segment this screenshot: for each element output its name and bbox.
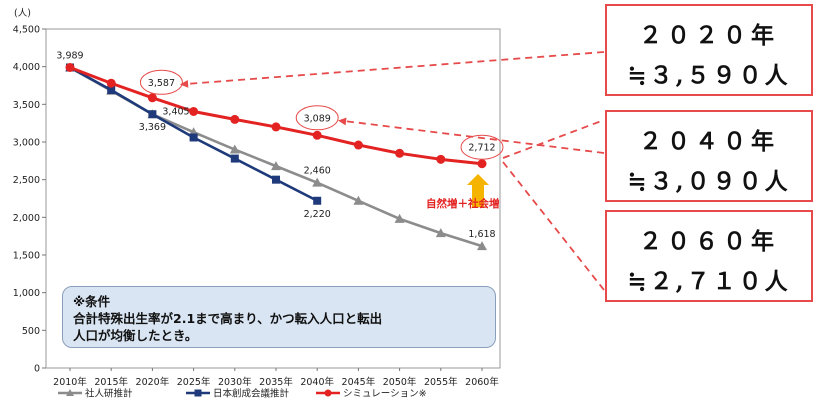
y-tick-label: 2,000 (13, 213, 40, 224)
callout-2040-year: ２０４０年 (639, 128, 779, 155)
x-tick-label: 2060年 (465, 376, 499, 388)
series-2-marker (189, 133, 198, 142)
series-line-3 (69, 66, 483, 166)
data-label: 2,712 (468, 143, 495, 154)
callout-2020: ２０２０年 ≒３,５９０人 (605, 4, 813, 96)
x-tick-label: 2010年 (53, 376, 87, 388)
x-tick-label: 2025年 (177, 376, 211, 388)
highlight-circle (295, 105, 339, 131)
series-3-marker (189, 106, 199, 116)
highlight-circle (139, 69, 183, 95)
series-3-marker (312, 130, 322, 140)
callout-2060: ２０６０年 ≒２,７１０人 (605, 210, 813, 302)
series-1-marker (271, 161, 281, 171)
y-tick-label: 4,000 (13, 62, 40, 73)
arrow-2060-line-b (502, 161, 605, 291)
legend-label-2: 日本創成会議推計 (213, 388, 290, 400)
callout-2060-value: ≒２,７１０人 (627, 268, 791, 295)
y-unit-label: (人) (14, 8, 31, 19)
y-tick-label: 1,500 (13, 251, 40, 262)
series-1-marker (477, 241, 487, 251)
series-1-marker (312, 177, 323, 187)
note-line-2: 人口が均衡したとき。 (73, 328, 198, 343)
data-label: 3,989 (56, 50, 83, 61)
note-title: ※条件 (73, 294, 111, 309)
y-tick-label: 3,000 (13, 138, 40, 149)
arrow-2040-line (343, 120, 605, 154)
callout-2060-year: ２０６０年 (639, 228, 779, 255)
x-tick-label: 2020年 (136, 376, 170, 388)
condition-note: ※条件 合計特殊出生率が2.1まで高まり、かつ転入人口と転出 人口が均衡したとき… (62, 286, 496, 348)
data-label: 3,405 (162, 106, 189, 117)
data-label: 2,460 (304, 166, 331, 177)
y-tick-label: 3,500 (13, 100, 40, 111)
legend-label-1: 社人研推計 (85, 388, 133, 400)
plot-frame (45, 28, 501, 369)
callout-2020-value: ≒３,５９０人 (627, 62, 791, 89)
data-label: 3,587 (148, 78, 175, 89)
series-2-marker (230, 154, 239, 163)
y-tick-label: 1,000 (13, 288, 40, 299)
x-tick-label: 2055年 (424, 376, 458, 388)
legend-marker-2 (194, 389, 202, 397)
series-2-marker (313, 196, 322, 205)
series-3-marker (436, 154, 446, 164)
data-label: 3,089 (304, 113, 331, 124)
callout-2040: ２０４０年 ≒３,０９０人 (605, 110, 813, 202)
series-1-marker (394, 213, 405, 223)
highlight-circle (460, 134, 504, 160)
arrow-2020-line (185, 51, 605, 85)
series-1-marker (229, 144, 240, 154)
increase-arrow (467, 174, 489, 207)
series-3-marker (106, 78, 116, 88)
x-tick-label: 2035年 (259, 376, 293, 388)
note-line-1: 合計特殊出生率が2.1まで高まり、かつ転入人口と転出 (73, 311, 383, 326)
data-label: 2,220 (304, 209, 331, 220)
y-tick-label: 0 (34, 364, 40, 375)
legend-marker-1 (66, 389, 74, 396)
series-2-marker (148, 110, 157, 119)
series-3-marker (395, 148, 405, 158)
x-tick-label: 2030年 (218, 376, 252, 388)
x-tick-label: 2040年 (300, 376, 334, 388)
data-label: 1,618 (468, 229, 495, 240)
legend-label-3: シミュレーション※ (343, 389, 427, 400)
legend-marker-3 (324, 389, 332, 397)
series-2-marker (107, 86, 116, 95)
series-3-marker (230, 114, 240, 124)
data-label: 3,369 (139, 122, 166, 133)
x-tick-label: 2015年 (94, 376, 128, 388)
callout-2040-value: ≒３,０９０人 (627, 168, 791, 195)
series-2-marker (272, 175, 280, 184)
y-tick-label: 2,500 (13, 175, 40, 186)
series-1-marker (353, 195, 364, 205)
arrow-2020-head (180, 79, 189, 88)
series-1-marker (435, 228, 446, 238)
callout-2020-year: ２０２０年 (639, 22, 779, 49)
series-3-marker (353, 140, 363, 150)
x-tick-label: 2045年 (342, 376, 376, 388)
arrow-2060-line-a (502, 119, 605, 159)
arrow-label: 自然増＋社会増 (426, 197, 500, 210)
series-3-marker (477, 159, 487, 169)
x-tick-label: 2050年 (383, 376, 417, 388)
y-tick-label: 4,500 (13, 25, 40, 36)
series-3-marker (271, 122, 281, 132)
y-tick-label: 500 (22, 326, 40, 337)
arrow-2040-head (338, 117, 347, 126)
series-3-marker (147, 93, 157, 103)
series-3-marker (65, 62, 75, 72)
